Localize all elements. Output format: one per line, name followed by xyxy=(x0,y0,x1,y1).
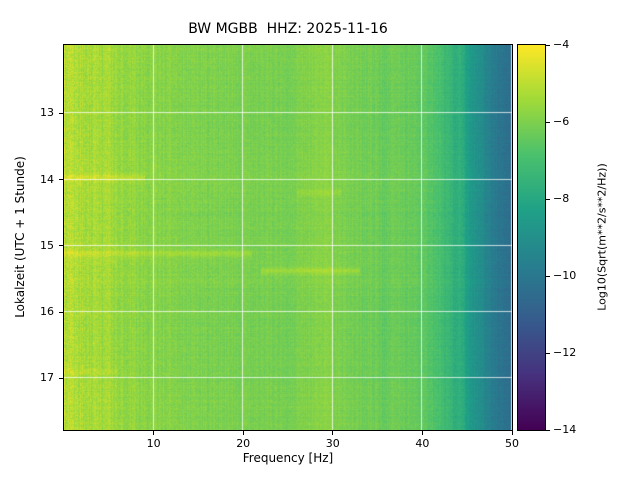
colorbar-label: Log10(Sqrt(m**2/s**2/Hz)) xyxy=(595,163,609,311)
y-tick-label: 16 xyxy=(40,305,54,319)
y-tick-label: 14 xyxy=(40,172,54,186)
x-tick-label: 50 xyxy=(505,437,519,450)
colorbar-tick-mark xyxy=(546,198,550,200)
colorbar-tick-label: −6 xyxy=(553,115,570,128)
colorbar-tick-mark xyxy=(546,44,550,46)
plot-title: BW MGBB HHZ: 2025-11-16 xyxy=(188,21,388,37)
x-tick-label: 40 xyxy=(415,437,430,450)
colorbar-tick-mark xyxy=(546,429,550,431)
y-tick-label: 17 xyxy=(40,371,54,385)
colorbar-tick-label: −14 xyxy=(553,423,577,436)
y-tick-mark xyxy=(59,245,63,247)
y-tick-mark xyxy=(59,179,63,181)
x-axis-label: Frequency [Hz] xyxy=(242,451,334,465)
colorbar-tick-label: −8 xyxy=(553,192,570,205)
x-tick-mark xyxy=(511,431,513,435)
colorbar-tick-mark xyxy=(546,352,550,354)
colorbar-tick-label: −4 xyxy=(553,38,570,51)
x-tick-mark xyxy=(153,431,155,435)
colorbar-tick-label: −12 xyxy=(553,346,577,359)
colorbar xyxy=(517,44,546,431)
x-tick-label: 10 xyxy=(146,437,161,450)
x-tick-mark xyxy=(421,431,423,435)
x-tick-label: 20 xyxy=(236,437,251,450)
y-tick-mark xyxy=(59,112,63,114)
colorbar-tick-label: −10 xyxy=(553,269,577,282)
y-tick-label: 13 xyxy=(40,106,54,120)
colorbar-tick-mark xyxy=(546,121,550,123)
x-tick-mark xyxy=(242,431,244,435)
spectrogram-heatmap xyxy=(63,44,513,431)
y-tick-mark xyxy=(59,377,63,379)
x-tick-mark xyxy=(332,431,334,435)
y-tick-label: 15 xyxy=(40,238,54,252)
x-tick-label: 30 xyxy=(325,437,340,450)
colorbar-tick-mark xyxy=(546,275,550,277)
y-tick-mark xyxy=(59,311,63,313)
